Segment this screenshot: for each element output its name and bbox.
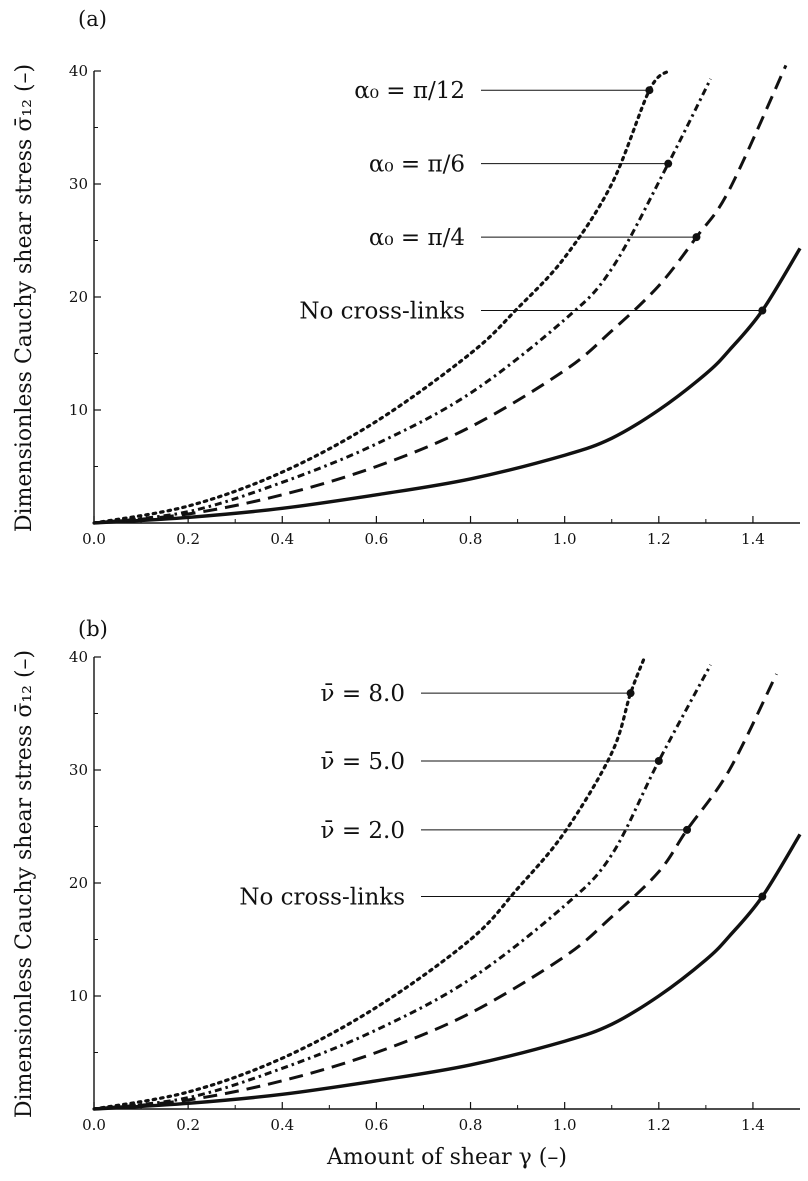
x-tick-label: 1.4 <box>741 1116 765 1134</box>
x-tick-label: 1.2 <box>647 1116 671 1134</box>
panel-a: (a) Dimensionless Cauchy shear stress σ̄… <box>12 7 802 548</box>
y-tick-label: 20 <box>69 874 88 892</box>
annotation-label: No cross-links <box>299 299 465 325</box>
x-tick-label: 0.8 <box>459 530 483 548</box>
annotation-label: ν̄ = 8.0 <box>321 681 405 707</box>
x-axis-title-b: Amount of shear γ (–) <box>326 1145 567 1170</box>
y-tick-label: 30 <box>69 761 88 779</box>
series-line-dashed <box>93 673 778 1111</box>
y-tick-label: 40 <box>69 62 88 80</box>
panel-label-b: (b) <box>78 617 108 641</box>
x-tick-label: 1.4 <box>741 530 765 548</box>
y-tick-label: 10 <box>69 401 88 419</box>
y-tick-label: 40 <box>69 648 88 666</box>
annotation-label: No cross-links <box>239 885 405 911</box>
series-line-solid <box>93 833 802 1111</box>
x-tick-label: 0.2 <box>176 530 200 548</box>
ticks-a: 0.0 0.2 0.4 0.6 0.8 1.0 1.2 1.4 10 20 30 40 <box>69 62 765 548</box>
series-line-dashdot <box>93 78 712 525</box>
annotation-label: α₀ = π/6 <box>369 152 465 178</box>
y-tick-label: 30 <box>69 175 88 193</box>
x-tick-label: 0.6 <box>364 1116 388 1134</box>
annotations-b: ν̄ = 8.0 ν̄ = 5.0 ν̄ = 2.0 No cross-links <box>239 681 763 911</box>
x-tick-label: 0.6 <box>364 530 388 548</box>
series-line-dashed <box>93 64 788 525</box>
annotation-label: ν̄ = 2.0 <box>321 818 405 844</box>
x-tick-label: 0.4 <box>270 1116 294 1134</box>
x-tick-label: 1.2 <box>647 530 671 548</box>
annotation-label: ν̄ = 5.0 <box>321 749 405 775</box>
series-line-solid <box>93 247 802 525</box>
series-line-dotted <box>92 69 670 525</box>
x-tick-label: 0.8 <box>459 1116 483 1134</box>
curves-a <box>92 64 802 525</box>
x-tick-label: 0.4 <box>270 530 294 548</box>
annotations-a: α₀ = π/12 α₀ = π/6 α₀ = π/4 No cross-links <box>299 78 763 325</box>
curves-b <box>92 655 802 1111</box>
x-tick-label: 1.0 <box>553 1116 577 1134</box>
x-tick-label: 0.0 <box>82 530 106 548</box>
annotation-label: α₀ = π/4 <box>369 225 465 251</box>
x-tick-label: 0.0 <box>82 1116 106 1134</box>
panel-label-a: (a) <box>78 7 107 31</box>
x-tick-label: 0.2 <box>176 1116 200 1134</box>
ticks-b: 0.0 0.2 0.4 0.6 0.8 1.0 1.2 1.4 10 20 30 40 <box>69 648 765 1134</box>
y-tick-label: 20 <box>69 288 88 306</box>
x-tick-label: 1.0 <box>553 530 577 548</box>
series-line-dashdot <box>93 664 712 1111</box>
y-tick-label: 10 <box>69 987 88 1005</box>
y-axis-title-a: Dimensionless Cauchy shear stress σ̄₁₂ (… <box>12 64 37 532</box>
y-axis-title-b: Dimensionless Cauchy shear stress σ̄₁₂ (… <box>12 650 37 1118</box>
panel-b: (b) Dimensionless Cauchy shear stress σ̄… <box>12 617 802 1170</box>
annotation-label: α₀ = π/12 <box>354 78 465 104</box>
series-line-dotted <box>92 655 647 1111</box>
